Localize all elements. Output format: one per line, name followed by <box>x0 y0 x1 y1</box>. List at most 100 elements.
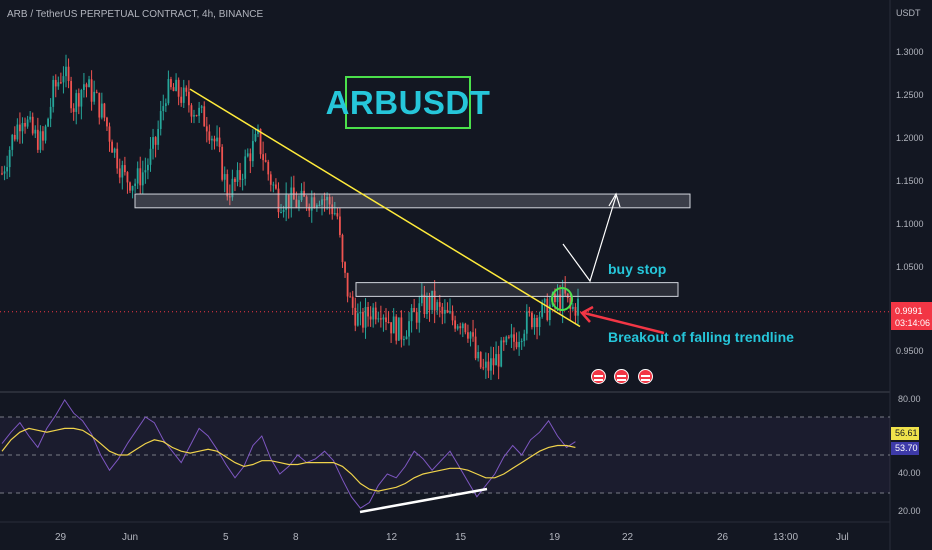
candle-body <box>344 262 346 273</box>
candle-body <box>298 200 300 208</box>
candle-body <box>420 294 423 304</box>
symbol-info: ARB / TetherUS PERPETUAL CONTRACT, 4h, B… <box>7 9 264 20</box>
candle-body <box>566 293 569 298</box>
candle-body <box>1 173 3 175</box>
candle-body <box>11 134 14 150</box>
candle-body <box>175 79 177 91</box>
candle-body <box>400 317 403 340</box>
candle-body <box>484 361 487 368</box>
candle-body <box>374 307 377 320</box>
candle-body <box>44 126 47 141</box>
candle-body <box>561 288 564 311</box>
candle-body <box>259 128 262 155</box>
candle-body <box>505 336 508 343</box>
candle-body <box>282 209 285 213</box>
candle-body <box>129 182 131 191</box>
candle-body <box>387 322 390 324</box>
candle-body <box>577 298 579 316</box>
candle-body <box>528 311 531 313</box>
candle-body <box>395 316 398 341</box>
candle-body <box>369 316 372 320</box>
time-tick: 12 <box>386 532 398 543</box>
candle-body <box>377 318 380 320</box>
candle-body <box>290 187 293 208</box>
candle-body <box>170 79 172 88</box>
candle-body <box>154 137 157 145</box>
candle-body <box>187 91 190 106</box>
candle-body <box>147 164 149 171</box>
candle-body <box>239 170 241 180</box>
us-flag-icon[interactable] <box>638 369 653 384</box>
candle-body <box>543 298 546 303</box>
candle-body <box>454 320 457 329</box>
candle-body <box>108 126 111 142</box>
candle-body <box>65 66 67 77</box>
last-price-tag: 0.9991 03:14:06 <box>891 302 932 330</box>
candle-body <box>75 93 78 112</box>
candle-body <box>24 122 26 127</box>
candle-body <box>313 197 316 208</box>
candle-body <box>195 115 198 117</box>
candle-body <box>8 149 11 168</box>
candle-body <box>405 336 408 340</box>
candle-body <box>333 213 336 215</box>
candle-body <box>359 311 362 314</box>
candle-body <box>280 212 282 214</box>
candle-body <box>70 81 73 109</box>
candle-body <box>257 128 259 134</box>
price-tick: 1.0500 <box>896 262 924 272</box>
breakout-circle <box>551 287 573 311</box>
candle-body <box>3 171 6 174</box>
candle-body <box>141 172 144 186</box>
candle-body <box>228 196 231 198</box>
candle-body <box>162 106 165 112</box>
candle-body <box>292 187 295 200</box>
candle-body <box>80 89 83 107</box>
candle-body <box>200 106 203 108</box>
candle-body <box>157 128 160 145</box>
candle-body <box>507 336 510 338</box>
price-tick: 1.2500 <box>896 90 924 100</box>
time-tick: Jul <box>836 532 849 543</box>
candle-body <box>121 165 124 178</box>
candle-body <box>13 134 16 140</box>
candle-body <box>408 321 410 337</box>
candle-body <box>19 124 21 132</box>
candle-body <box>254 133 257 142</box>
last-price-value: 0.9991 <box>895 306 923 316</box>
candle-body <box>198 107 201 116</box>
candle-body <box>164 103 167 107</box>
candle-body <box>426 296 428 314</box>
candle-body <box>367 306 369 317</box>
candle-body <box>203 106 206 127</box>
candle-body <box>339 216 341 235</box>
candle-body <box>300 190 303 201</box>
time-tick: 19 <box>549 532 561 543</box>
candle-body <box>295 199 298 208</box>
candle-body <box>574 306 577 316</box>
candle-body <box>285 194 288 210</box>
candle-body <box>62 76 65 83</box>
us-flag-icon[interactable] <box>614 369 629 384</box>
candle-body <box>223 174 226 180</box>
candle-body <box>29 116 32 120</box>
candle-body <box>275 184 277 189</box>
candle-body <box>149 148 152 165</box>
projection-path <box>562 195 617 283</box>
candle-body <box>31 116 34 134</box>
candle-body <box>433 290 436 311</box>
candle-body <box>443 309 446 314</box>
candle-body <box>277 188 280 213</box>
candle-body <box>90 79 93 102</box>
candle-body <box>136 168 139 184</box>
candle-body <box>236 170 239 182</box>
candle-body <box>106 117 108 127</box>
price-tick: 1.2000 <box>896 133 924 143</box>
candle-body <box>523 333 526 342</box>
time-tick: Jun <box>122 532 139 543</box>
candle-body <box>272 184 275 186</box>
us-flag-icon[interactable] <box>591 369 606 384</box>
candle-body <box>500 340 503 367</box>
candle-body <box>564 288 567 294</box>
